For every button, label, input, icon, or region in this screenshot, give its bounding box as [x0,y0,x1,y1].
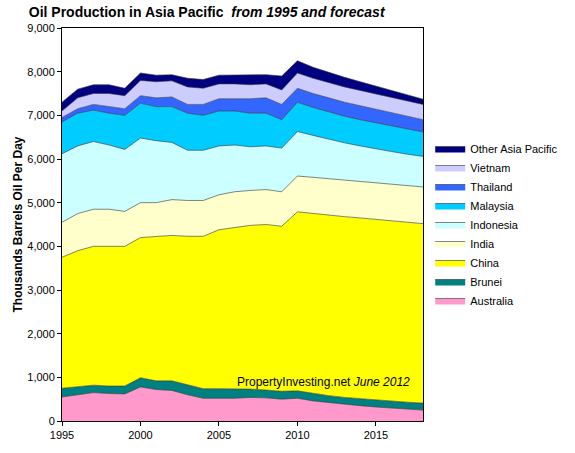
svg-text:PropertyInvesting.net June 201: PropertyInvesting.net June 2012 [237,375,410,389]
svg-text:Brunei: Brunei [470,276,502,288]
svg-text:6,000: 6,000 [27,153,55,165]
svg-text:2005: 2005 [207,429,231,441]
svg-text:9,000: 9,000 [27,22,55,34]
svg-text:1995: 1995 [50,429,74,441]
svg-text:8,000: 8,000 [27,66,55,78]
svg-text:Indonesia: Indonesia [470,219,519,231]
svg-text:Vietnam: Vietnam [470,162,510,174]
svg-text:2,000: 2,000 [27,328,55,340]
svg-text:Malaysia: Malaysia [470,200,514,212]
svg-text:3,000: 3,000 [27,284,55,296]
svg-text:India: India [470,238,495,250]
svg-text:China: China [470,257,500,269]
svg-text:5,000: 5,000 [27,197,55,209]
svg-text:2000: 2000 [128,429,152,441]
svg-text:Thousands Barrels Oil Per Day: Thousands Barrels Oil Per Day [11,136,25,312]
svg-text:Oil Production in Asia Pacific: Oil Production in Asia Pacific from 1995… [29,4,386,20]
svg-text:7,000: 7,000 [27,109,55,121]
svg-text:Other Asia Pacific: Other Asia Pacific [470,143,557,155]
svg-text:2015: 2015 [364,429,388,441]
svg-text:Australia: Australia [470,295,514,307]
svg-text:1,000: 1,000 [27,371,55,383]
svg-text:2010: 2010 [285,429,309,441]
svg-text:Thailand: Thailand [470,181,512,193]
svg-text:4,000: 4,000 [27,240,55,252]
svg-text:0: 0 [49,415,55,427]
